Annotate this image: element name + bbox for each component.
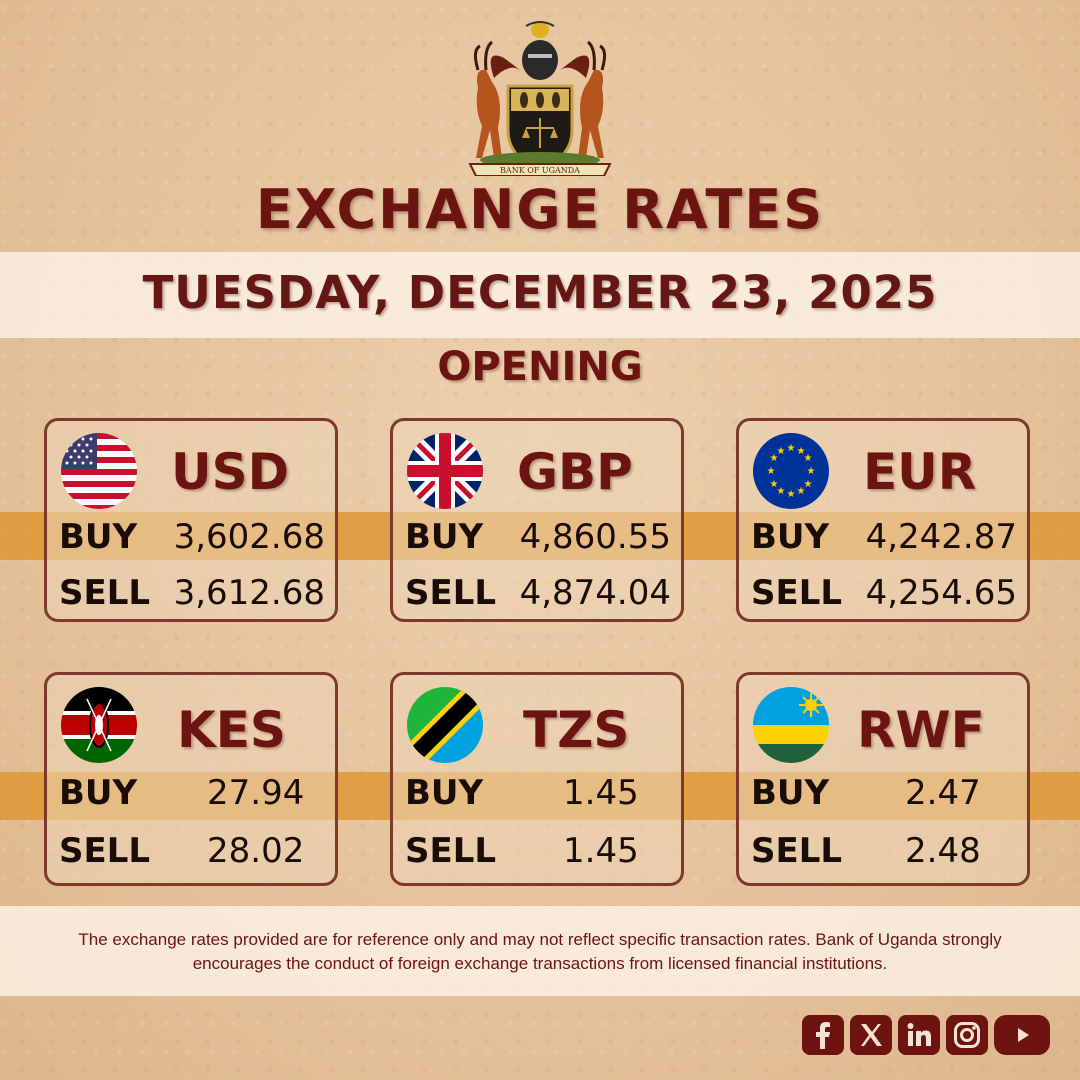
linkedin-icon[interactable] <box>898 1015 940 1055</box>
buy-rate: 4,242.87 <box>865 517 1017 557</box>
svg-text:★: ★ <box>770 479 779 490</box>
rate-card-gbp: GBP BUY 4,860.55 SELL 4,874.04 <box>390 418 684 622</box>
buy-rate: 2.47 <box>905 773 981 813</box>
disclaimer-text: The exchange rates provided are for refe… <box>78 930 1002 973</box>
facebook-icon[interactable] <box>802 1015 844 1055</box>
svg-text:BANK OF UGANDA: BANK OF UGANDA <box>500 166 580 175</box>
sell-label: SELL <box>59 831 151 871</box>
sell-label: SELL <box>405 573 497 613</box>
buy-rate: 27.94 <box>207 773 305 813</box>
currency-code: EUR <box>863 443 977 501</box>
sell-label: SELL <box>751 573 843 613</box>
svg-text:★: ★ <box>804 453 813 464</box>
sell-rate: 3,612.68 <box>173 573 325 613</box>
youtube-icon[interactable] <box>994 1015 1050 1055</box>
buy-rate: 3,602.68 <box>173 517 325 557</box>
currency-code: USD <box>171 443 290 501</box>
svg-text:★: ★ <box>787 489 796 500</box>
sell-rate: 4,254.65 <box>865 573 1017 613</box>
rate-card-usd: USD BUY 3,602.68 SELL 3,612.68 <box>44 418 338 622</box>
rwanda-flag-icon <box>753 687 829 763</box>
svg-text:★: ★ <box>807 466 816 477</box>
buy-rate: 1.45 <box>563 773 639 813</box>
x-icon[interactable] <box>850 1015 892 1055</box>
session-label: OPENING <box>437 344 643 390</box>
uk-flag-icon <box>407 433 483 509</box>
disclaimer-band <box>0 906 1080 996</box>
rate-card-rwf: RWF BUY 2.47 SELL 2.48 <box>736 672 1030 886</box>
currency-code: TZS <box>523 701 630 759</box>
currency-code: RWF <box>857 701 985 759</box>
svg-text:★: ★ <box>804 479 813 490</box>
kenya-flag-icon <box>61 687 137 763</box>
sell-label: SELL <box>751 831 843 871</box>
currency-code: KES <box>177 701 286 759</box>
social-links <box>802 1015 1050 1055</box>
svg-text:★: ★ <box>770 453 779 464</box>
sell-rate: 28.02 <box>207 831 305 871</box>
eu-flag-icon: ★ ★ ★ ★ ★ ★ ★ ★ ★ ★ ★ ★ <box>753 433 829 509</box>
sell-rate: 1.45 <box>563 831 639 871</box>
svg-text:★: ★ <box>767 466 776 477</box>
us-flag-icon <box>61 433 137 509</box>
sell-rate: 2.48 <box>905 831 981 871</box>
svg-text:★: ★ <box>787 443 796 454</box>
rate-card-eur: ★ ★ ★ ★ ★ ★ ★ ★ ★ ★ ★ ★ EUR BUY 4,242.87 SELL 4,… <box>736 418 1030 622</box>
sell-label: SELL <box>405 831 497 871</box>
rate-card-kes: KES BUY 27.94 SELL 28.02 <box>44 672 338 886</box>
page-title: EXCHANGE RATES <box>255 178 825 241</box>
buy-rate: 4,860.55 <box>519 517 671 557</box>
svg-text:★: ★ <box>797 486 806 497</box>
currency-code: GBP <box>517 443 633 501</box>
buy-label: BUY <box>405 773 484 813</box>
svg-text:★: ★ <box>777 486 786 497</box>
instagram-icon[interactable] <box>946 1015 988 1055</box>
date-band <box>0 252 1080 338</box>
rate-date: TUESDAY, DECEMBER 23, 2025 <box>142 266 938 319</box>
bank-of-uganda-crest: BANK OF UGANDA <box>464 18 616 177</box>
svg-text:★: ★ <box>777 446 786 457</box>
sell-rate: 4,874.04 <box>519 573 671 613</box>
buy-label: BUY <box>751 517 830 557</box>
sell-label: SELL <box>59 573 151 613</box>
tanzania-flag-icon <box>407 687 483 763</box>
rate-card-tzs: TZS BUY 1.45 SELL 1.45 <box>390 672 684 886</box>
buy-label: BUY <box>59 517 138 557</box>
buy-label: BUY <box>59 773 138 813</box>
svg-text:★: ★ <box>797 446 806 457</box>
buy-label: BUY <box>405 517 484 557</box>
buy-label: BUY <box>751 773 830 813</box>
